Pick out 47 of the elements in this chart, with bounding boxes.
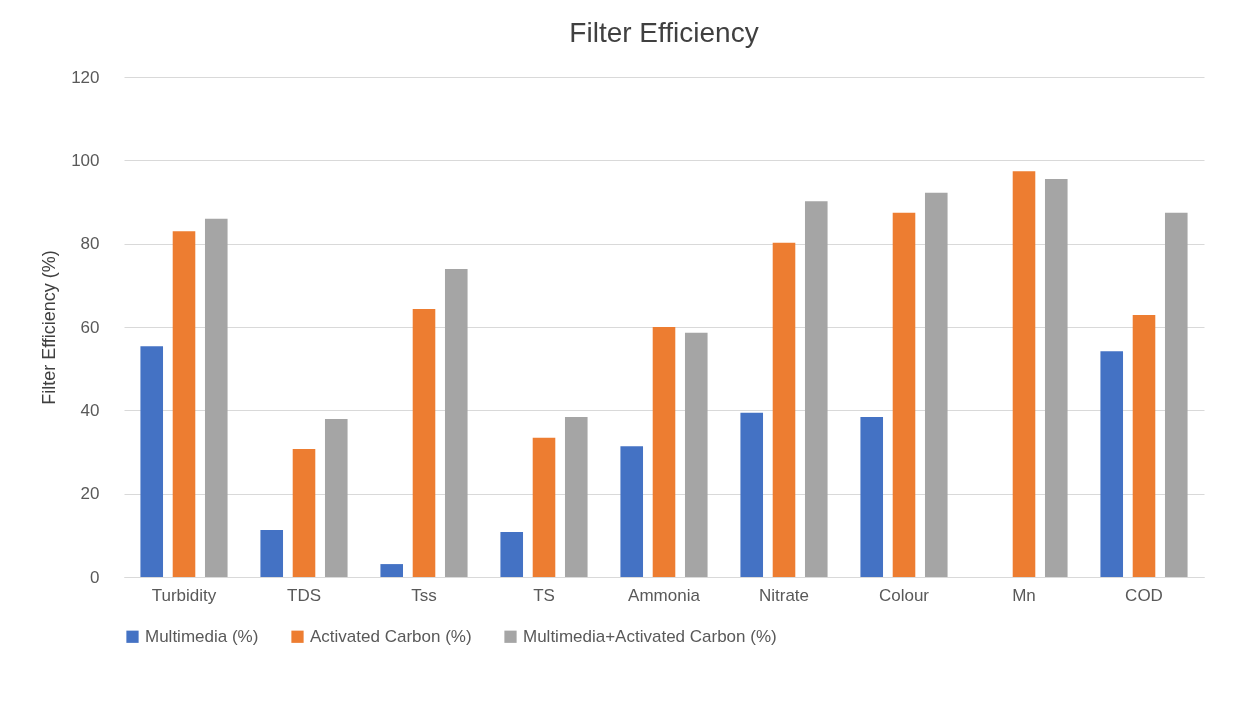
bar bbox=[260, 529, 284, 577]
bar bbox=[1100, 351, 1124, 577]
bar bbox=[740, 412, 764, 577]
y-tick-label: 60 bbox=[80, 317, 100, 337]
bar bbox=[1012, 171, 1036, 577]
x-tick-label: Mn bbox=[1012, 585, 1036, 605]
bar bbox=[444, 269, 468, 577]
y-axis-title: Filter Efficiency (%) bbox=[39, 250, 60, 405]
bar bbox=[652, 327, 676, 577]
bar bbox=[500, 532, 524, 577]
bar bbox=[412, 309, 436, 577]
y-tick-label: 100 bbox=[71, 150, 100, 170]
x-tick-label: Tss bbox=[411, 585, 437, 605]
bar bbox=[620, 446, 644, 577]
legend-label: Activated Carbon (%) bbox=[310, 626, 472, 646]
bar bbox=[380, 564, 404, 577]
bar bbox=[1164, 212, 1188, 577]
bar bbox=[564, 417, 588, 577]
y-tick-label: 20 bbox=[80, 484, 100, 504]
bar bbox=[324, 419, 348, 577]
bar bbox=[924, 192, 948, 577]
bar bbox=[804, 201, 828, 577]
bar bbox=[1132, 314, 1156, 577]
bar bbox=[140, 346, 164, 577]
bar bbox=[1044, 179, 1068, 577]
x-tick-label: TS bbox=[533, 585, 555, 605]
bar bbox=[532, 437, 556, 577]
y-tick-label: 120 bbox=[71, 67, 100, 87]
chart-title: Filter Efficiency bbox=[569, 17, 759, 48]
x-tick-label: TDS bbox=[287, 585, 321, 605]
bar bbox=[204, 218, 228, 577]
bar bbox=[684, 332, 708, 577]
bar bbox=[772, 242, 796, 577]
bar bbox=[860, 417, 884, 577]
y-tick-label: 80 bbox=[80, 234, 100, 254]
x-tick-label: Turbidity bbox=[151, 585, 217, 605]
bar bbox=[292, 449, 316, 577]
x-tick-label: Colour bbox=[878, 585, 930, 605]
bar bbox=[892, 212, 916, 577]
x-tick-label: Nitrate bbox=[758, 585, 810, 605]
legend-label: Multimedia+Activated Carbon (%) bbox=[523, 626, 777, 646]
x-tick-label: COD bbox=[1125, 585, 1163, 605]
y-tick-label: 0 bbox=[90, 567, 100, 587]
legend-label: Multimedia (%) bbox=[145, 626, 259, 646]
x-tick-label: Ammonia bbox=[628, 585, 701, 605]
bar bbox=[172, 231, 196, 577]
y-tick-label: 40 bbox=[80, 400, 100, 420]
